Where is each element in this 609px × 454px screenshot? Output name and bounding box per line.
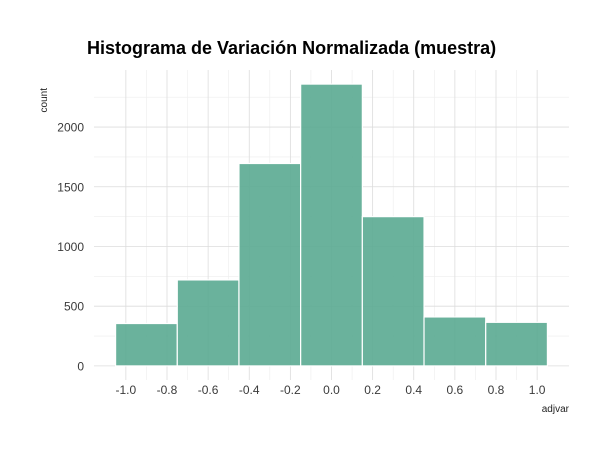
y-axis-title: count <box>39 88 50 113</box>
x-tick-label: 0.4 <box>405 383 422 397</box>
x-axis-title: adjvar <box>542 404 570 415</box>
y-tick-label: 0 <box>77 359 84 373</box>
y-axis-ticks: 0 500 1000 1500 2000 <box>57 121 84 374</box>
x-tick-label: 0.8 <box>488 383 505 397</box>
histogram-bars <box>114 83 549 367</box>
x-tick-label: 0.0 <box>323 383 340 397</box>
y-tick-label: 1000 <box>57 240 84 254</box>
histogram-bar-6 <box>423 316 487 367</box>
histogram-bar-5 <box>361 216 425 367</box>
x-tick-label: 1.0 <box>529 383 546 397</box>
histogram-bar-3 <box>238 162 302 367</box>
y-tick-label: 2000 <box>57 121 84 135</box>
x-tick-label: -0.2 <box>280 383 301 397</box>
y-tick-label: 1500 <box>57 180 84 194</box>
x-axis-ticks: -1.0 -0.8 -0.6 -0.4 -0.2 0.0 0.2 0.4 0.6 0.8 1.0 <box>116 383 546 397</box>
histogram-bar-4 <box>300 83 363 367</box>
x-tick-label: -1.0 <box>116 383 137 397</box>
x-tick-label: 0.6 <box>447 383 464 397</box>
histogram-bar-7 <box>485 321 549 367</box>
histogram-bar-1 <box>114 322 178 367</box>
x-tick-label: -0.8 <box>157 383 178 397</box>
y-tick-label: 500 <box>64 300 84 314</box>
histogram-bar-2 <box>176 279 240 367</box>
x-tick-label: -0.6 <box>198 383 219 397</box>
x-tick-label: 0.2 <box>364 383 381 397</box>
chart-title: Histograma de Variación Normalizada (mue… <box>87 38 496 58</box>
x-tick-label: -0.4 <box>239 383 260 397</box>
